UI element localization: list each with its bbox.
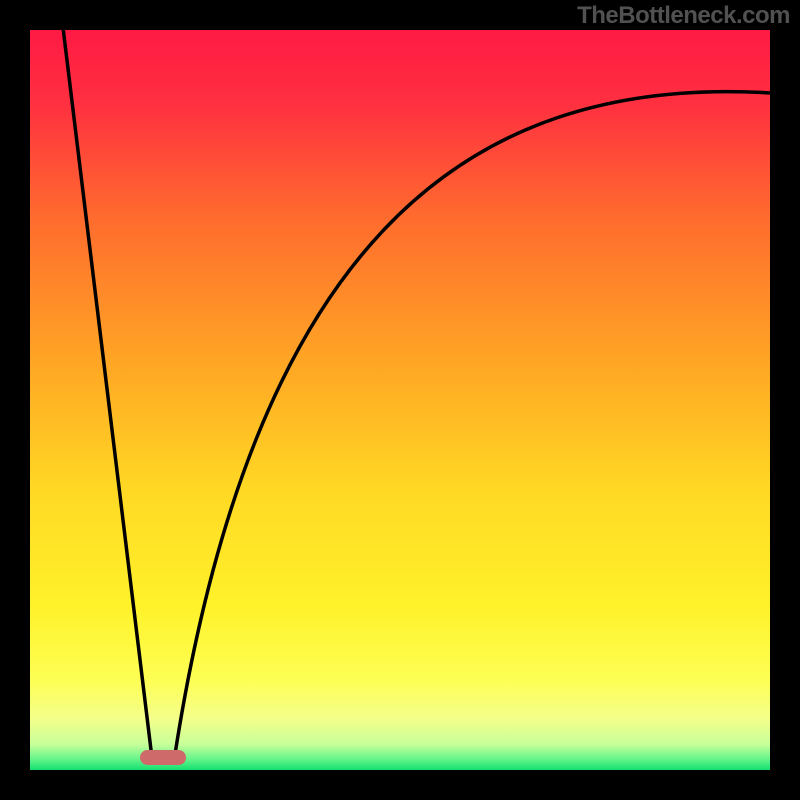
watermark-text: TheBottleneck.com: [577, 2, 790, 30]
plot-area: [30, 30, 770, 770]
minimum-marker: [140, 750, 186, 766]
curve-left-branch: [63, 30, 152, 759]
curve-right-branch: [174, 92, 770, 759]
bottleneck-curve: [30, 30, 770, 770]
